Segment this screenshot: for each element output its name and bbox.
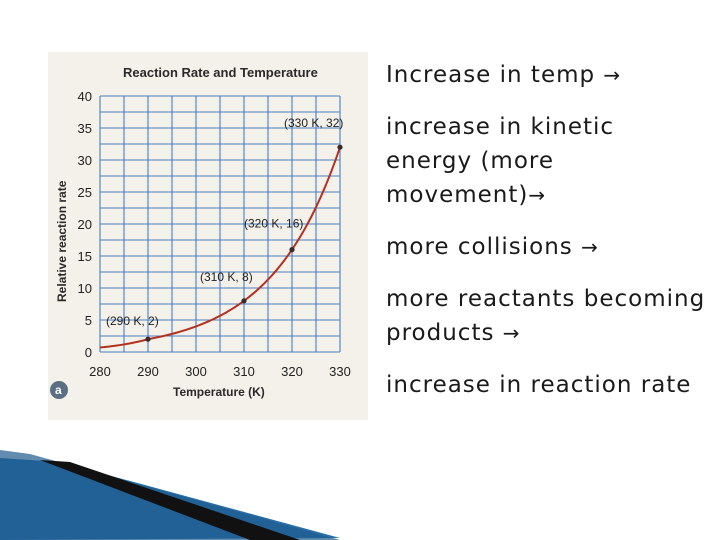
- data-point: [145, 336, 151, 342]
- panel-badge: [50, 381, 68, 399]
- data-point: [241, 298, 247, 304]
- bullet-text: increase in kinetic energy (more movemen…: [386, 114, 623, 208]
- swoosh-black: [40, 460, 300, 540]
- bullet-item-5: increase in reaction rate: [386, 368, 706, 402]
- chart-points: (290 K, 2) (310 K, 8) (320 K, 16) (330 K, 3…: [106, 116, 343, 342]
- bullet-item-1: Increase in temp →: [386, 58, 706, 92]
- y-tick-label: 15: [78, 249, 92, 264]
- bullet-text: Increase in temp: [386, 62, 604, 88]
- y-tick-label: 30: [78, 153, 92, 168]
- y-tick-label: 40: [78, 89, 92, 104]
- panel-badge-label: a: [55, 383, 62, 397]
- bullet-text: more collisions: [386, 234, 582, 260]
- x-tick-label: 300: [185, 364, 207, 379]
- chart-grid: [99, 95, 341, 353]
- y-tick-label: 25: [78, 185, 92, 200]
- y-tick-label: 10: [78, 281, 92, 296]
- x-axis-label: Temperature (K): [173, 385, 265, 399]
- y-tick-label: 0: [85, 345, 92, 360]
- arrow-icon: →: [603, 63, 622, 87]
- x-tick-label: 290: [137, 364, 159, 379]
- reaction-rate-curve: [99, 146, 341, 349]
- x-tick-label: 330: [329, 364, 351, 379]
- y-tick-label: 20: [78, 217, 92, 232]
- reaction-rate-chart: 0 5 10 15 20 25 30 35 40 280 290 300 310 320 330 (290 …: [50, 65, 351, 399]
- data-point: [289, 247, 295, 253]
- x-tick-label: 280: [89, 364, 111, 379]
- bullet-text: more reactants becoming products: [386, 286, 714, 346]
- arrow-icon: →: [581, 235, 599, 259]
- chart-figure: 0 5 10 15 20 25 30 35 40 280 290 300 310 320 330 (290 …: [48, 52, 368, 420]
- arrow-icon: →: [502, 321, 521, 345]
- chart-ticks: 0 5 10 15 20 25 30 35 40 280 290 300 310 320 330: [78, 89, 351, 379]
- data-point: [337, 144, 343, 150]
- data-point-label: (330 K, 32): [284, 116, 343, 130]
- bullet-list: Increase in temp → increase in kinetic e…: [386, 58, 706, 402]
- bullet-text: increase in reaction rate: [386, 372, 692, 398]
- bullet-item-3: more collisions →: [386, 230, 706, 264]
- data-point-label: (310 K, 8): [200, 270, 253, 284]
- y-tick-label: 5: [85, 313, 92, 328]
- y-tick-label: 35: [78, 121, 92, 136]
- bullet-item-2: increase in kinetic energy (more movemen…: [386, 110, 706, 212]
- arrow-icon: →: [528, 183, 547, 207]
- x-tick-label: 320: [281, 364, 303, 379]
- x-tick-label: 310: [233, 364, 255, 379]
- y-axis-label: Relative reaction rate: [55, 180, 69, 302]
- data-point-label: (320 K, 16): [244, 217, 303, 231]
- bullet-item-4: more reactants becoming products →: [386, 282, 706, 350]
- data-point-label: (290 K, 2): [106, 314, 159, 328]
- decorative-swoosh: [0, 450, 340, 540]
- chart-title: Reaction Rate and Temperature: [123, 65, 318, 80]
